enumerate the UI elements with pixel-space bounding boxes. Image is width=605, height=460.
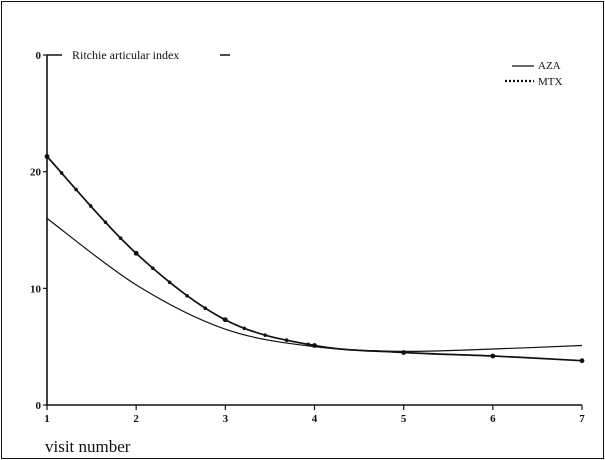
series-marker-mtx	[242, 326, 247, 331]
series-marker-mtx	[185, 293, 189, 298]
x-tick-label: 5	[401, 413, 407, 425]
series-marker-mtx	[167, 280, 172, 285]
chart-title: Ritchie articular index	[72, 48, 179, 62]
x-tick-label: 4	[312, 413, 318, 425]
data-point-mtx	[579, 358, 585, 364]
title-background	[62, 47, 220, 63]
x-tick-label: 6	[490, 413, 496, 425]
x-axis-label: visit number	[45, 437, 131, 456]
series-marker-mtx	[263, 333, 267, 337]
series-marker-mtx	[222, 317, 227, 322]
data-point-mtx	[312, 343, 317, 348]
series-marker-mtx	[88, 204, 93, 208]
legend-label-mtx: MTX	[538, 76, 563, 88]
data-point-mtx	[401, 350, 407, 355]
series-marker-mtx	[284, 338, 289, 343]
y-tick-label: 20	[30, 167, 42, 179]
y-tick-label: 0	[36, 400, 42, 412]
series-marker-mtx	[118, 236, 123, 240]
series-marker-mtx	[59, 171, 64, 175]
series-marker-mtx	[151, 266, 155, 270]
series-line-mtx	[46, 155, 583, 362]
y-tick-label: 10	[30, 283, 42, 295]
axes	[46, 54, 582, 406]
series-layer	[44, 154, 585, 364]
series-marker-mtx	[203, 306, 208, 310]
y-tick-label: 0	[36, 50, 42, 62]
series-marker-mtx	[74, 187, 78, 192]
series-marker-mtx	[306, 342, 310, 347]
x-tick-label: 3	[223, 413, 229, 425]
data-point-mtx	[490, 353, 496, 359]
legend-label-aza: AZA	[538, 60, 561, 72]
series-marker-guide-mtx	[47, 157, 582, 361]
series-marker-mtx	[45, 154, 49, 159]
series-marker-mtx	[103, 220, 108, 225]
series-marker-mtx	[134, 251, 139, 256]
series-line-aza	[46, 217, 583, 352]
x-tick-label: 2	[133, 413, 139, 425]
legend: AZA MTX	[505, 60, 563, 88]
x-tick-label: 7	[579, 413, 585, 425]
tick-marks: 1 2 3 4 5 6 7 0 10 20 0	[30, 50, 585, 425]
x-tick-label: 1	[44, 413, 50, 425]
